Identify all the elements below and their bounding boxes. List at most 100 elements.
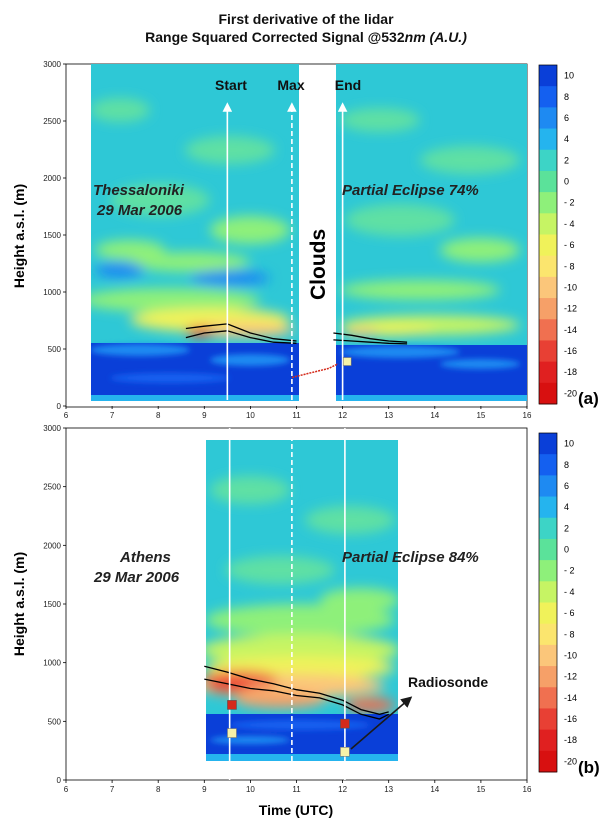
b-x-tick-label: 7 — [110, 785, 115, 794]
colorbar-swatch — [539, 581, 557, 603]
colorbar-frame — [538, 64, 558, 405]
colorbar-tick-label: -14 — [564, 325, 577, 335]
colorbar-tick-label: 4 — [564, 502, 569, 512]
colorbar-swatch — [539, 433, 557, 455]
panel-a-label: (a) — [578, 389, 599, 408]
colorbar-swatch — [539, 644, 557, 667]
colorbar-tick-label: 6 — [564, 481, 569, 491]
colorbar-swatch — [539, 750, 557, 773]
colorbar-tick-label: - 2 — [564, 198, 575, 208]
panel-a-location: Thessaloniki — [93, 182, 185, 199]
y-axis-label-b: Height a.s.l. (m) — [11, 552, 27, 656]
colorbar-swatch — [539, 319, 557, 341]
panel-b-date: 29 Mar 2006 — [93, 569, 180, 586]
colorbar-swatch — [539, 517, 557, 540]
b-x-tick-label: 14 — [430, 785, 439, 794]
panel-a-markers — [342, 357, 352, 366]
b-x-tick-label: 12 — [338, 785, 347, 794]
colorbar-swatch — [539, 729, 557, 752]
colorbar-tick-label: - 8 — [564, 261, 575, 271]
panel-b-layer-lines — [204, 665, 389, 720]
colorbar-tick-label: -18 — [564, 735, 577, 745]
colorbar-frame — [538, 432, 558, 773]
colorbar-tick-label: 0 — [564, 177, 569, 187]
colorbar-swatch — [539, 708, 557, 731]
colorbar-swatch — [539, 687, 557, 709]
colorbar-tick-label: 2 — [564, 523, 569, 533]
colorbar-swatch — [539, 496, 557, 519]
a-y-tick-label: 2500 — [43, 117, 61, 126]
colorbar-swatch — [539, 128, 557, 151]
a-x-tick-label: 12 — [338, 411, 347, 420]
layer-bottom-line-2 — [333, 339, 408, 345]
colorbar-swatch — [539, 454, 557, 476]
b-x-tick-label: 10 — [246, 785, 255, 794]
a-x-tick-label: 14 — [430, 411, 439, 420]
a-y-tick-label: 2000 — [43, 174, 61, 183]
clouds-label: Clouds — [307, 229, 330, 300]
colorbar-tick-label: -16 — [564, 346, 577, 356]
a-x-tick-label: 7 — [110, 411, 115, 420]
colorbar-tick-label: - 2 — [564, 566, 575, 576]
radiosonde-arrow — [350, 696, 413, 750]
colorbar-tick-label: 8 — [564, 92, 569, 102]
colorbar-tick-label: - 6 — [564, 240, 575, 250]
radiosonde-marker — [342, 357, 352, 366]
a-x-tick-label: 6 — [64, 411, 69, 420]
panel-a-eclipse: Partial Eclipse 74% — [342, 182, 479, 199]
red-marker — [340, 718, 350, 729]
panel-b-location: Athens — [119, 549, 171, 566]
panel-a-date: 29 Mar 2006 — [96, 202, 183, 219]
yellow-marker — [340, 747, 350, 757]
panel-a-sonde-trace — [291, 363, 339, 379]
b-y-tick-label: 1500 — [43, 600, 61, 609]
chart-title-line1: First derivative of the lidar — [218, 11, 394, 27]
panel-a-x-ticks: 6 7 8 9 10 11 12 13 14 15 16 — [64, 406, 532, 420]
b-y-tick-label: 2500 — [43, 483, 61, 492]
colorbar-tick-label: - 4 — [564, 219, 575, 229]
max-label: Max — [277, 77, 304, 93]
colorbar-tick-label: 10 — [564, 439, 574, 449]
b-y-tick-label: 3000 — [43, 424, 61, 433]
colorbar-swatch — [539, 276, 557, 299]
sonde-trace — [291, 363, 339, 379]
colorbar-swatch — [539, 107, 557, 129]
colorbar-tick-label: -16 — [564, 714, 577, 724]
panel-a: 0 500 1000 1500 2000 2500 3000 6 7 8 9 10 11 12 13 14 1… — [43, 60, 599, 420]
colorbar-swatch — [539, 234, 557, 257]
a-x-tick-label: 16 — [523, 411, 532, 420]
colorbar-swatch — [539, 86, 557, 108]
a-y-tick-label: 500 — [48, 345, 62, 354]
a-y-tick-label: 3000 — [43, 60, 61, 69]
panel-b-heatmap — [206, 440, 398, 761]
colorbar-tick-label: - 6 — [564, 608, 575, 618]
colorbar-swatch — [539, 475, 557, 497]
panel-a-guides — [222, 102, 348, 400]
colorbar-tick-label: -18 — [564, 367, 577, 377]
colorbar-swatch — [539, 298, 557, 320]
b-x-tick-label: 8 — [156, 785, 161, 794]
a-x-tick-label: 10 — [246, 411, 255, 420]
colorbar-tick-label: -12 — [564, 672, 577, 682]
a-y-tick-label: 0 — [57, 402, 62, 411]
colorbar-tick-label: 4 — [564, 134, 569, 144]
colorbar-swatch — [539, 255, 557, 278]
colorbar-tick-label: - 4 — [564, 587, 575, 597]
colorbar-tick-label: -14 — [564, 693, 577, 703]
colorbar-swatch — [539, 340, 557, 363]
panel-b-eclipse: Partial Eclipse 84% — [342, 549, 479, 566]
a-x-tick-label: 9 — [202, 411, 207, 420]
colorbar-swatch — [539, 213, 557, 235]
layer-top-line — [204, 665, 389, 715]
start-label: Start — [215, 77, 247, 93]
b-x-tick-label: 11 — [292, 785, 301, 794]
panel-b-label: (b) — [578, 758, 600, 777]
colorbar-tick-label: 6 — [564, 113, 569, 123]
layer-bottom-line — [185, 330, 297, 344]
layer-bottom-line — [204, 678, 389, 720]
panel-a-layer-lines — [185, 323, 408, 345]
colorbar-swatch — [539, 666, 557, 688]
colorbar-tick-label: -20 — [564, 388, 577, 398]
colorbar-swatch — [539, 382, 557, 405]
